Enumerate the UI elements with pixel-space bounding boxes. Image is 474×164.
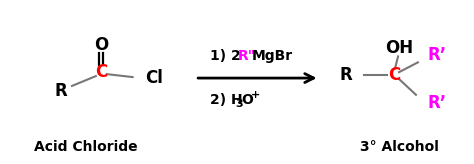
Text: Acid Chloride: Acid Chloride [34, 140, 138, 154]
Text: C: C [388, 66, 400, 84]
Text: R: R [55, 82, 67, 100]
Text: O: O [241, 93, 253, 107]
Text: R’: R’ [428, 46, 447, 64]
Text: +: + [251, 90, 260, 100]
Text: R’: R’ [428, 94, 447, 112]
Text: MgBr: MgBr [252, 49, 293, 63]
Text: O: O [94, 36, 108, 54]
Text: 3° Alcohol: 3° Alcohol [360, 140, 438, 154]
Text: 3: 3 [235, 99, 243, 109]
Text: Cl: Cl [146, 69, 164, 87]
Text: 2) H: 2) H [210, 93, 243, 107]
Text: 1) 2: 1) 2 [210, 49, 246, 63]
Text: R: R [339, 66, 352, 84]
Text: C: C [95, 63, 107, 81]
Text: R": R" [238, 49, 256, 63]
Text: OH: OH [385, 39, 413, 57]
